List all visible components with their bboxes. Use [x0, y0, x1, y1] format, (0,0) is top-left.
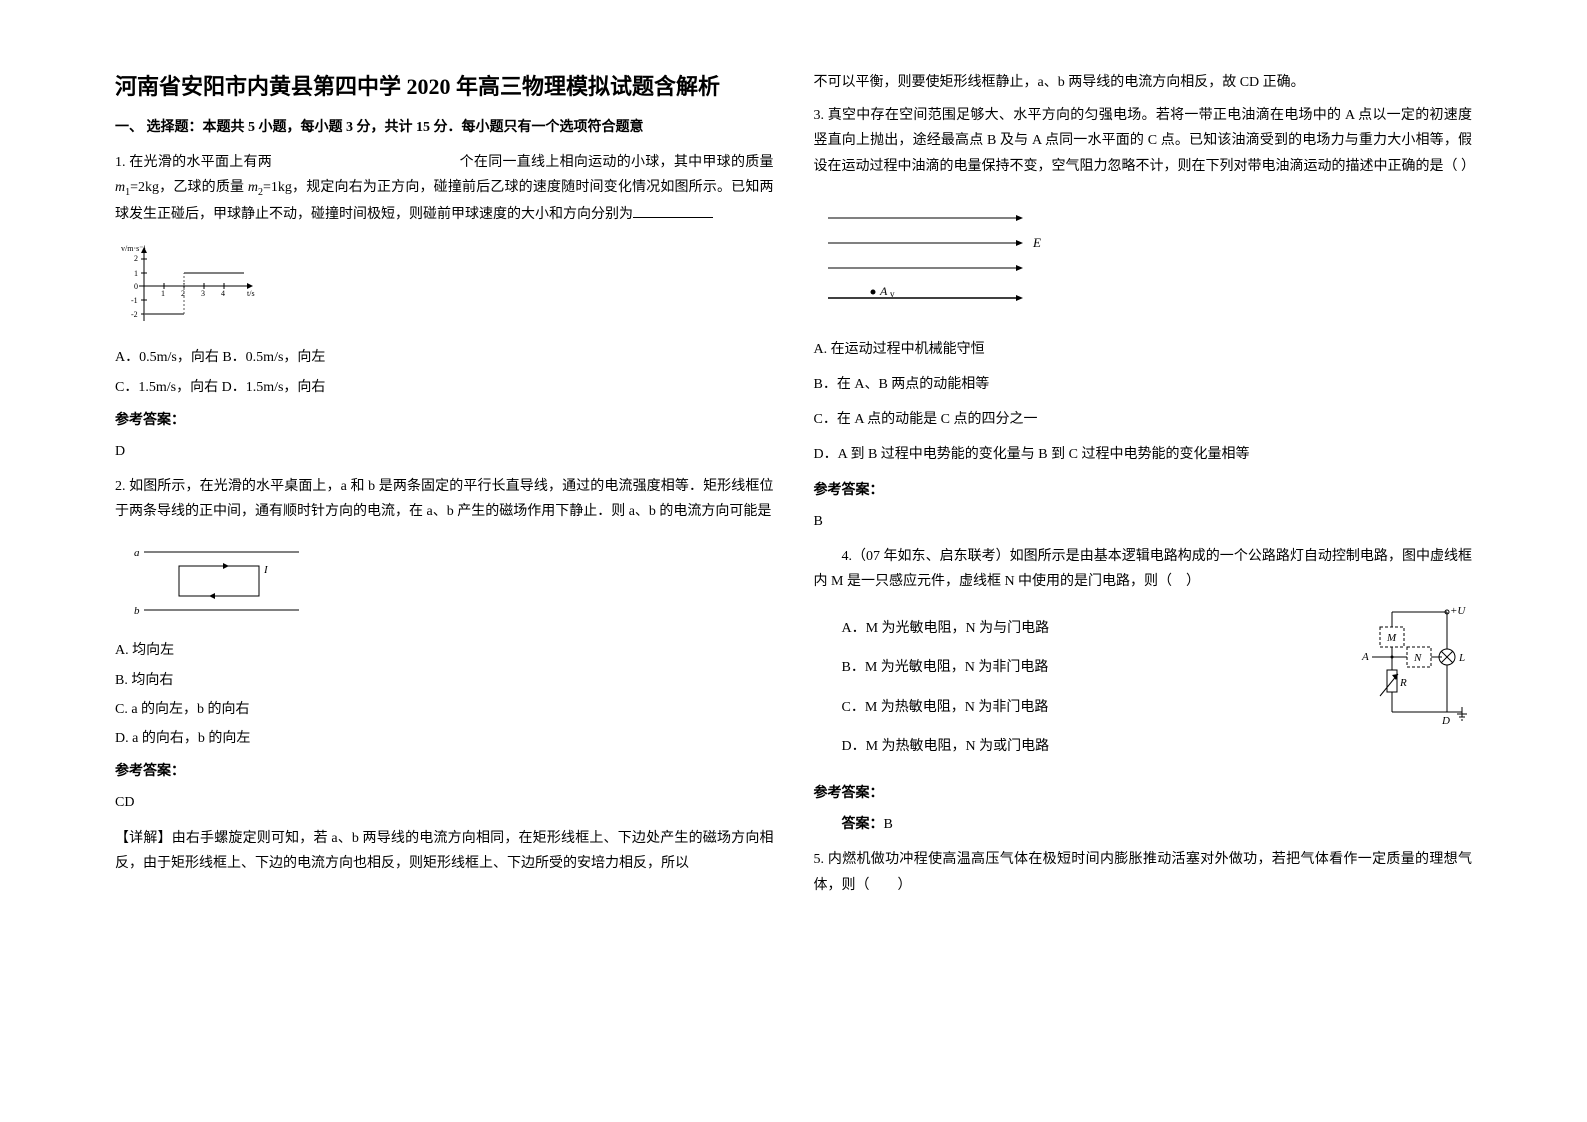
svg-text:D: D: [1441, 715, 1450, 727]
q2-opt-d: D. a 的向右，b 的向左: [115, 726, 774, 751]
q3-graph: E A v: [814, 189, 1473, 327]
q1-opt-c: C．1.5m/s，向右: [115, 380, 218, 395]
q4-opt-d: D．M 为热敏电阻，N 为或门电路: [842, 734, 1473, 759]
svg-text:M: M: [1386, 632, 1397, 644]
q2-graph: a I b: [115, 534, 774, 628]
q1-m1: m: [115, 180, 125, 195]
q2-opt-a: A. 均向左: [115, 638, 774, 663]
q1-answer-label: 参考答案：: [115, 408, 774, 433]
q1-opt-d: D．1.5m/s，向右: [222, 380, 326, 395]
q1-m1-val: =2kg，乙球的质量: [130, 180, 248, 195]
q1-opt-b: B．0.5m/s，向左: [222, 350, 325, 365]
svg-text:L: L: [1458, 652, 1465, 664]
left-column: 河南省安阳市内黄县第四中学 2020 年高三物理模拟试题含解析 一、 选择题：本…: [95, 70, 794, 1052]
q3-opt-d: D．A 到 B 过程中电势能的变化量与 B 到 C 过程中电势能的变化量相等: [814, 442, 1473, 467]
svg-text:-1: -1: [131, 296, 138, 305]
svg-text:1: 1: [161, 289, 165, 298]
q3-opt-a: A. 在运动过程中机械能守恒: [814, 337, 1473, 362]
q3-options: A. 在运动过程中机械能守恒 B．在 A、B 两点的动能相等 C．在 A 点的动…: [814, 337, 1473, 468]
q3-answer: B: [814, 509, 1473, 534]
q3-opt-b: B．在 A、B 两点的动能相等: [814, 372, 1473, 397]
right-column: 不可以平衡，则要使矩形线框静止，a、b 两导线的电流方向相反，故 CD 正确。 …: [794, 70, 1493, 1052]
q2-opt-b: B. 均向右: [115, 668, 774, 693]
q1-opt-a: A．0.5m/s，向右: [115, 350, 219, 365]
q4-answer-label: 参考答案：: [814, 781, 1473, 806]
q1-options: A．0.5m/s，向右 B．0.5m/s，向左 C．1.5m/s，向右 D．1.…: [115, 345, 774, 399]
svg-text:N: N: [1413, 652, 1422, 664]
question-3: 3. 真空中存在空间范围足够大、水平方向的匀强电场。若将一带正电油滴在电场中的 …: [814, 103, 1473, 179]
document-title: 河南省安阳市内黄县第四中学 2020 年高三物理模拟试题含解析: [115, 70, 774, 103]
q4-circuit: +U M A N: [1302, 602, 1472, 732]
q2-opt-c: C. a 的向左，b 的向右: [115, 697, 774, 722]
q3-opt-c: C．在 A 点的动能是 C 点的四分之一: [814, 407, 1473, 432]
graph1-xlabel: t/s: [247, 289, 255, 298]
q1-text-part1: 1. 在光滑的水平面上有两: [115, 155, 272, 170]
svg-text:v: v: [890, 289, 895, 299]
svg-text:1: 1: [134, 269, 138, 278]
svg-text:A: A: [1361, 651, 1369, 663]
q1-answer: D: [115, 439, 774, 464]
svg-text:I: I: [263, 564, 269, 576]
q1-m2: m: [248, 180, 258, 195]
q2-explain: 【详解】由右手螺旋定则可知，若 a、b 两导线的电流方向相同，在矩形线框上、下边…: [115, 826, 774, 876]
section-1-header: 一、 选择题：本题共 5 小题，每小题 3 分，共计 15 分．每小题只有一个选…: [115, 115, 774, 140]
svg-text:b: b: [134, 605, 140, 616]
q1-text-part2: 个在同一直线上相向运动的小球，其中甲球的质量: [460, 155, 774, 170]
q2-options: A. 均向左 B. 均向右 C. a 的向左，b 的向右 D. a 的向右，b …: [115, 638, 774, 751]
q1-blank: [633, 204, 713, 218]
svg-text:R: R: [1399, 677, 1407, 689]
svg-text:a: a: [134, 547, 140, 559]
svg-text:2: 2: [134, 254, 138, 263]
q2-answer: CD: [115, 790, 774, 815]
svg-text:4: 4: [221, 289, 225, 298]
question-5: 5. 内燃机做功冲程使高温高压气体在极短时间内膨胀推动活塞对外做功，若把气体看作…: [814, 847, 1473, 897]
svg-text:E: E: [1032, 235, 1041, 250]
q4-answer-prefix: 答案：: [842, 817, 884, 832]
svg-text:A: A: [879, 284, 888, 298]
svg-text:-2: -2: [131, 310, 138, 319]
question-4: 4.（07 年如东、启东联考）如图所示是由基本逻辑电路构成的一个公路路灯自动控制…: [814, 544, 1473, 594]
q4-answer-row: 答案：B: [814, 812, 1473, 837]
q4-answer: B: [884, 817, 893, 832]
q1-graph: v/m·s⁻¹ t/s 2 1 0 -1 -2 1 2 3 4: [115, 237, 774, 335]
svg-text:3: 3: [201, 289, 205, 298]
svg-text:0: 0: [134, 282, 138, 291]
q3-answer-label: 参考答案：: [814, 478, 1473, 503]
q2-answer-label: 参考答案：: [115, 759, 774, 784]
question-1: 1. 在光滑的水平面上有两 个在同一直线上相向运动的小球，其中甲球的质量 m1=…: [115, 150, 774, 227]
col2-continuation: 不可以平衡，则要使矩形线框静止，a、b 两导线的电流方向相反，故 CD 正确。: [814, 70, 1473, 95]
svg-text:+U: +U: [1450, 605, 1466, 617]
graph1-ylabel: v/m·s⁻¹: [121, 244, 146, 253]
question-2: 2. 如图所示，在光滑的水平桌面上，a 和 b 是两条固定的平行长直导线，通过的…: [115, 474, 774, 524]
